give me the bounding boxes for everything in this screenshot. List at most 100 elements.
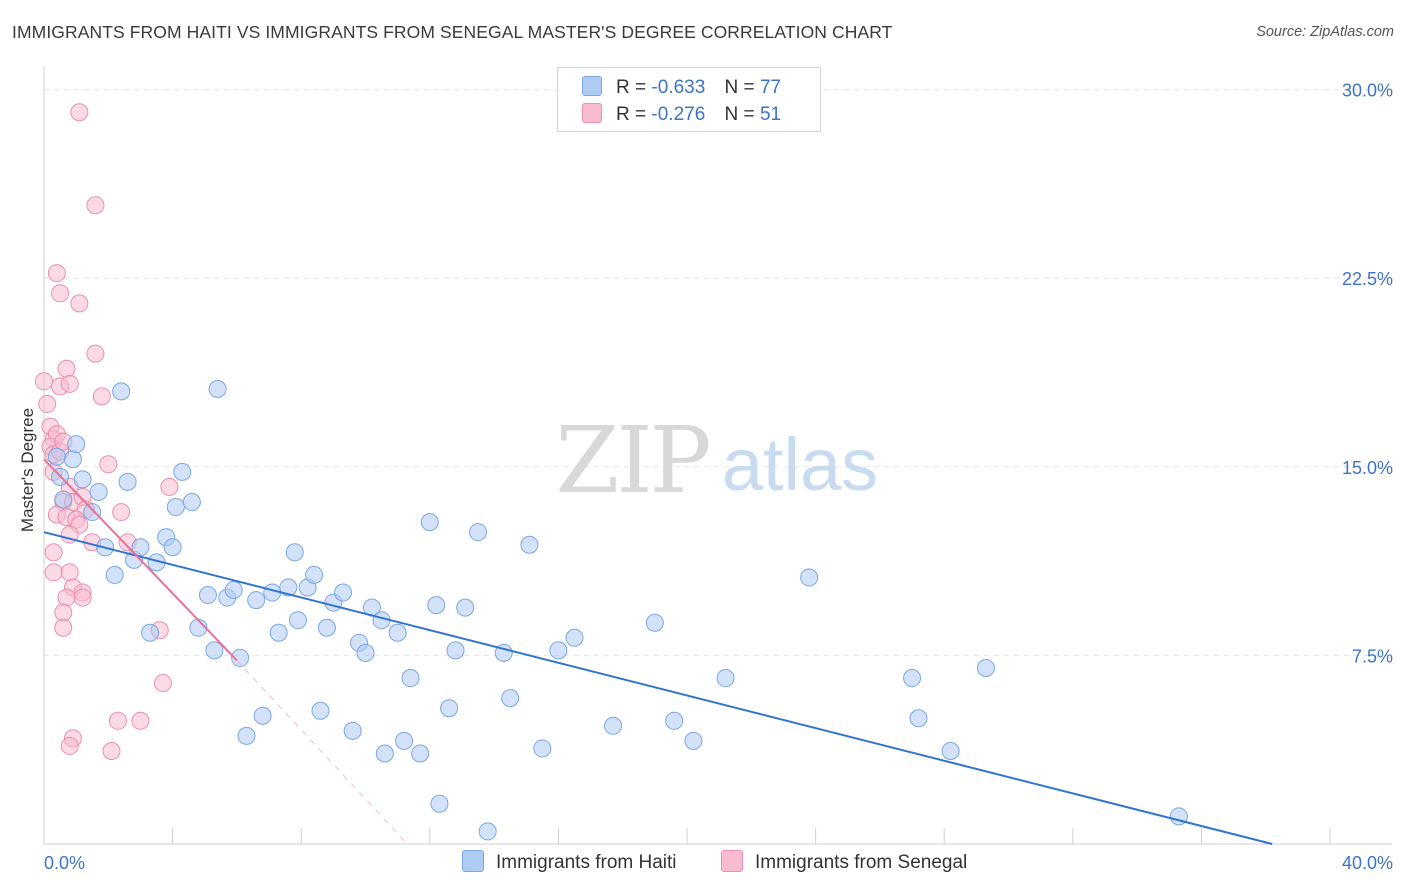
watermark-atlas: atlas [722,423,878,506]
haiti-point-72 [903,669,922,688]
haiti-point-4 [67,435,86,454]
haiti-point-57 [456,598,475,617]
watermark: ZIP atlas [555,407,878,514]
senegal-swatch [582,103,602,123]
senegal-point-27 [112,503,131,522]
haiti-point-73 [909,709,928,728]
haiti-point-22 [198,586,217,605]
haiti-point-50 [401,669,420,688]
x-tick-label-max: 40.0% [1342,853,1393,873]
senegal-point-19 [99,455,118,474]
senegal-point-42 [54,603,73,622]
haiti-point-33 [279,578,298,597]
haiti-point-37 [305,565,324,584]
senegal-point-9 [60,374,79,393]
haiti-point-75 [976,658,995,677]
senegal-point-36 [44,563,63,582]
haiti-legend-swatch [462,850,484,872]
haiti-point-35 [288,611,307,630]
haiti-point-58 [469,523,488,542]
haiti-point-17 [163,538,182,557]
y-axis-label: Master's Degree [18,408,37,532]
legend-item-senegal[interactable]: Immigrants from Senegal [721,850,967,874]
haiti-point-51 [411,744,430,763]
haiti-swatch [582,76,602,96]
source-label: Source: ZipAtlas.com [1256,24,1394,40]
haiti-point-55 [440,699,459,718]
legend-row-haiti: R = -0.633 N = 77 [582,76,781,98]
senegal-point-22 [160,477,179,496]
haiti-point-18 [166,498,185,517]
haiti-point-19 [173,462,192,481]
senegal-legend-label: Immigrants from Senegal [755,852,968,873]
senegal-trend-extension [236,660,408,845]
senegal-point-11 [38,394,57,413]
senegal-point-37 [60,563,79,582]
haiti-point-41 [333,583,352,602]
haiti-point-44 [356,643,375,662]
haiti-point-67 [645,613,664,632]
y-tick-label-0: 7.5% [1352,646,1393,666]
haiti-points [47,379,1188,841]
haiti-r-label: R = [616,77,647,98]
haiti-legend-label: Immigrants from Haiti [496,852,677,873]
senegal-point-45 [153,674,172,693]
senegal-point-43 [54,618,73,637]
haiti-point-26 [224,581,243,600]
haiti-n-value: 77 [759,77,782,98]
haiti-point-53 [427,596,446,615]
haiti-point-52 [420,513,439,532]
haiti-point-30 [253,706,272,725]
haiti-point-34 [285,543,304,562]
haiti-point-69 [684,731,703,750]
y-tick-label-1: 15.0% [1342,458,1393,478]
senegal-trend-line [43,458,238,662]
watermark-zip: ZIP [555,407,708,514]
haiti-point-3 [63,450,82,469]
haiti-point-48 [388,623,407,642]
haiti-point-20 [182,493,201,512]
senegal-point-41 [57,588,76,607]
haiti-point-70 [716,669,735,688]
senegal-r-label: R = [616,104,647,125]
haiti-point-59 [478,822,497,841]
haiti-point-42 [343,721,362,740]
senegal-point-50 [102,741,121,760]
haiti-point-24 [208,379,227,398]
haiti-point-71 [800,568,819,587]
trend-lines [43,458,1273,845]
haiti-n-label: N = [724,77,755,98]
haiti-trend-line [43,531,1273,845]
senegal-point-49 [60,736,79,755]
haiti-point-2 [54,490,73,509]
senegal-point-35 [44,543,63,562]
haiti-point-64 [549,641,568,660]
legend-item-haiti[interactable]: Immigrants from Haiti [462,850,677,874]
haiti-point-0 [47,447,66,466]
senegal-n-value: 51 [759,104,782,125]
haiti-point-66 [604,716,623,735]
haiti-point-5 [73,470,92,489]
legend-row-senegal: R = -0.276 N = 51 [582,103,781,125]
haiti-point-68 [665,711,684,730]
stats-legend: R = -0.633 N = 77 R = -0.276 N = 51 [557,67,821,132]
senegal-point-0 [70,103,89,122]
grid-lines [44,89,1392,656]
haiti-point-38 [311,701,330,720]
senegal-legend-swatch [721,850,743,872]
haiti-point-23 [205,641,224,660]
senegal-points [35,103,179,760]
senegal-point-1 [86,196,105,215]
haiti-point-47 [375,744,394,763]
senegal-point-10 [92,387,111,406]
senegal-point-6 [57,359,76,378]
haiti-point-7 [89,482,108,501]
haiti-point-61 [501,689,520,708]
haiti-point-65 [565,628,584,647]
senegal-point-46 [108,711,127,730]
senegal-point-7 [35,372,53,391]
senegal-point-40 [73,588,92,607]
senegal-point-47 [131,711,150,730]
haiti-r-value: -0.633 [651,77,706,98]
haiti-point-56 [446,641,465,660]
